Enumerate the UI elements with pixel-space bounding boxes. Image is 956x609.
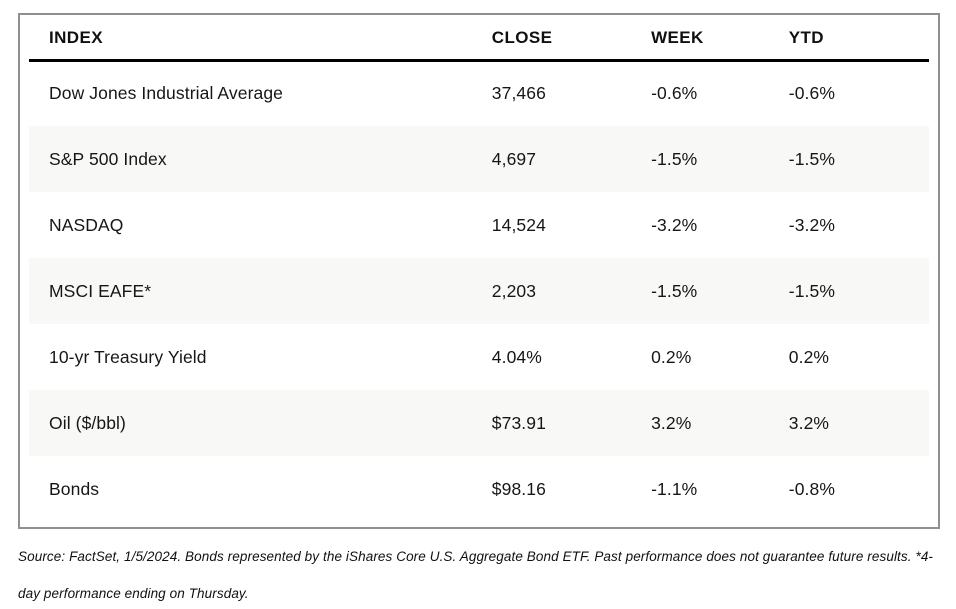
source-footnote: Source: FactSet, 1/5/2024. Bonds represe… [18, 549, 934, 601]
close-cell: 37,466 [491, 83, 546, 104]
week-cell: -3.2% [651, 214, 698, 235]
week-cell: -1.1% [651, 478, 698, 499]
ytd-cell: -0.8% [788, 478, 835, 499]
index-name-cell: Dow Jones Industrial Average [49, 83, 283, 104]
table-row: MSCI EAFE* 2,203 -1.5% -1.5% [29, 258, 929, 324]
week-cell: -0.6% [651, 83, 698, 104]
ytd-cell: 0.2% [788, 346, 830, 367]
index-performance-table: INDEX CLOSE WEEK YTD Dow Jones Industria… [29, 17, 929, 522]
table-header: INDEX CLOSE WEEK YTD [29, 17, 929, 62]
ytd-cell: -3.2% [788, 214, 835, 235]
table-row: Dow Jones Industrial Average 37,466 -0.6% -… [29, 60, 929, 126]
week-cell: 0.2% [651, 346, 692, 367]
week-cell: -1.5% [651, 148, 698, 169]
index-name-cell: Bonds [49, 478, 100, 499]
column-header-index: INDEX [29, 17, 472, 62]
column-header-close: CLOSE [471, 17, 632, 62]
column-header-week: WEEK [631, 17, 769, 62]
table-row: NASDAQ 14,524 -3.2% -3.2% [29, 192, 929, 258]
close-cell: $98.16 [491, 478, 546, 499]
ytd-cell: 3.2% [788, 412, 830, 433]
week-cell: -1.5% [651, 280, 698, 301]
table-row: S&P 500 Index 4,697 -1.5% -1.5% [29, 126, 929, 192]
table-row: Bonds $98.16 -1.1% -0.8% [29, 456, 929, 522]
close-cell: $73.91 [491, 412, 546, 433]
index-name-cell: 10-yr Treasury Yield [49, 346, 207, 367]
table-body: Dow Jones Industrial Average 37,466 -0.6% -… [29, 60, 929, 522]
week-cell: 3.2% [651, 412, 692, 433]
close-cell: 4.04% [491, 346, 542, 367]
index-name-cell: MSCI EAFE* [49, 280, 152, 301]
index-name-cell: S&P 500 Index [49, 148, 167, 169]
index-name-cell: NASDAQ [49, 214, 124, 235]
ytd-cell: -1.5% [788, 148, 835, 169]
market-table-card: INDEX CLOSE WEEK YTD Dow Jones Industria… [18, 13, 940, 529]
close-cell: 4,697 [491, 148, 537, 169]
close-cell: 14,524 [491, 214, 546, 235]
ytd-cell: -1.5% [788, 280, 835, 301]
table-row: 10-yr Treasury Yield 4.04% 0.2% 0.2% [29, 324, 929, 390]
column-header-ytd: YTD [768, 17, 929, 62]
header-row: INDEX CLOSE WEEK YTD [29, 17, 929, 62]
ytd-cell: -0.6% [788, 83, 835, 104]
close-cell: 2,203 [491, 280, 537, 301]
table-row: Oil ($/bbl) $73.91 3.2% 3.2% [29, 390, 929, 456]
index-name-cell: Oil ($/bbl) [49, 412, 126, 433]
